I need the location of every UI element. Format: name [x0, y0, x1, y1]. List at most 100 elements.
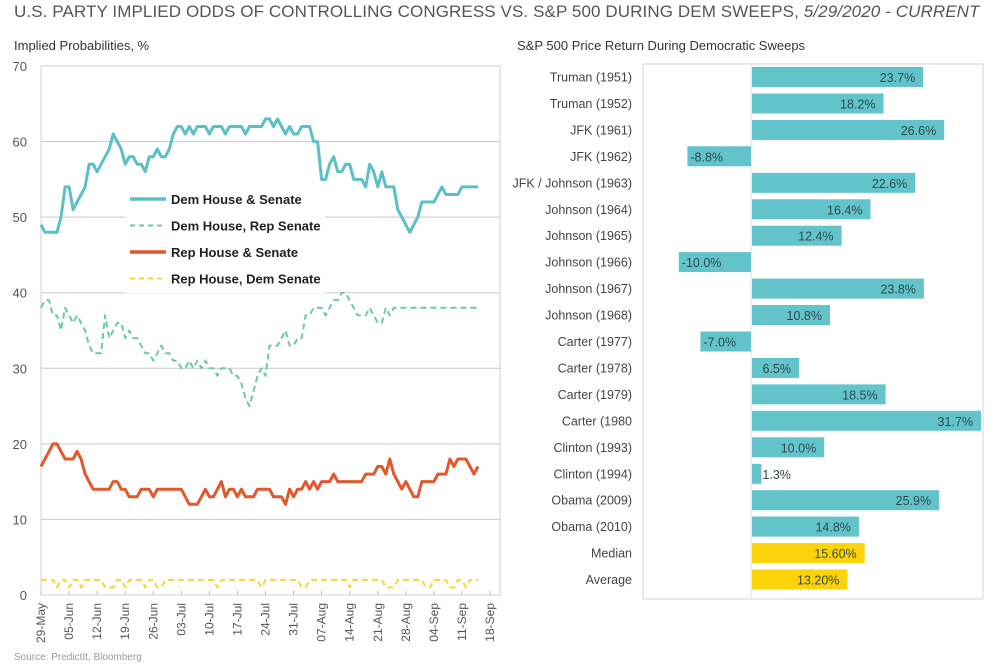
category-label: Carter (1977) — [558, 335, 632, 349]
x-tick-label: 18-Sep — [483, 603, 497, 642]
category-label: Carter (1980 — [562, 414, 632, 428]
category-label: Truman (1952) — [550, 97, 632, 111]
bar-data-label: -7.0% — [703, 336, 736, 350]
x-tick-label: 24-Jul — [259, 603, 273, 636]
category-label: Median — [591, 547, 632, 561]
legend-label: Dem House, Rep Senate — [171, 219, 321, 234]
plot-frame — [40, 65, 501, 596]
x-tick-label: 14-Aug — [343, 603, 357, 642]
bar-data-label: 10.8% — [787, 309, 822, 323]
title-main: U.S. PARTY IMPLIED ODDS OF CONTROLLING C… — [14, 2, 799, 21]
y-tick-label: 0 — [20, 588, 27, 603]
category-label: Johnson (1968) — [545, 309, 632, 323]
bar — [752, 119, 945, 140]
x-tick-label: 28-Aug — [399, 603, 413, 642]
category-label: Clinton (1993) — [553, 441, 632, 455]
bar — [752, 199, 871, 220]
bar — [752, 543, 865, 564]
series-line-rep-house-dem-senate — [41, 578, 478, 589]
series-line-dem-house-rep-senate — [40, 291, 478, 408]
bar-data-label: 22.6% — [872, 177, 907, 191]
x-tick-label: 11-Sep — [455, 603, 469, 641]
bar — [752, 305, 830, 325]
bar-data-label: 16.4% — [827, 203, 862, 217]
category-label: Clinton (1994) — [553, 467, 632, 481]
bar-data-label: 23.7% — [880, 71, 915, 85]
x-tick-label: 03-Jul — [174, 603, 188, 636]
category-label: JFK / Johnson (1963) — [512, 176, 632, 190]
bar — [752, 437, 825, 458]
bar — [687, 146, 751, 167]
bar-data-label: 12.4% — [798, 230, 833, 244]
category-label: Obama (2010) — [551, 520, 632, 534]
legend-label: Dem House & Senate — [171, 192, 302, 207]
x-tick-label: 04-Sep — [427, 603, 441, 642]
source-note: Source: PredictIt, Bloomberg — [14, 652, 142, 663]
bar — [752, 278, 924, 299]
bar-data-label: -10.0% — [682, 256, 722, 270]
bar-data-label: -8.8% — [690, 150, 723, 164]
series-line-rep-house-senate — [39, 442, 480, 506]
bar-data-label: 31.7% — [938, 415, 973, 429]
bar — [752, 67, 924, 87]
bar — [700, 331, 751, 352]
category-label: Truman (1951) — [550, 71, 632, 85]
bar-data-label: 26.6% — [901, 124, 936, 138]
category-label: Obama (2009) — [551, 494, 632, 508]
bar — [752, 172, 916, 193]
bar-data-label: 6.5% — [763, 362, 792, 376]
x-tick-label: 05-Jun — [62, 603, 76, 640]
bar — [752, 93, 884, 114]
y-tick-label: 50 — [13, 210, 27, 225]
x-tick-label: 29-May — [34, 603, 48, 643]
line-chart-legend: Dem House & Senate Dem House, Rep Senate R… — [125, 183, 325, 293]
bar — [752, 516, 859, 537]
bar-data-label: 23.8% — [880, 283, 915, 297]
bar — [752, 569, 848, 590]
bar-chart-title: S&P 500 Price Return During Democratic S… — [517, 38, 806, 53]
legend-label: Rep House & Senate — [171, 245, 298, 260]
x-tick-label: 10-Jul — [202, 603, 216, 636]
line-chart-axes: 0 10 20 30 40 50 60 70 29-May 05-Jun 12-Jun 19-Jun 2… — [13, 59, 497, 643]
bar-data-label: 18.5% — [842, 388, 877, 402]
page-title: U.S. PARTY IMPLIED ODDS OF CONTROLLING C… — [14, 2, 980, 22]
legend-label: Rep House, Dem Senate — [171, 272, 321, 287]
category-label: Carter (1978) — [558, 361, 632, 375]
x-tick-label: 19-Jun — [118, 603, 132, 640]
y-tick-label: 70 — [13, 59, 27, 74]
bar-chart-bars: Truman (1951) 23.7% Truman (1952) 18.2% JFK … — [512, 67, 981, 590]
category-label: Average — [586, 573, 632, 587]
y-tick-label: 30 — [13, 361, 27, 376]
bar — [752, 410, 981, 431]
x-tick-label: 21-Aug — [371, 603, 385, 642]
y-tick-label: 60 — [13, 135, 27, 150]
category-label: JFK (1961) — [570, 123, 632, 137]
x-tick-label: 12-Jun — [90, 603, 104, 640]
x-tick-label: 26-Jun — [146, 603, 160, 640]
category-label: Carter (1979) — [558, 388, 632, 402]
bar — [752, 490, 940, 511]
bar-data-label: 14.8% — [815, 521, 850, 535]
bar — [752, 463, 762, 484]
line-chart-series — [39, 117, 480, 589]
bar-data-label: 25.9% — [896, 494, 931, 508]
x-tick-label: 17-Jul — [230, 603, 244, 636]
title-period: 5/29/2020 - CURRENT — [803, 2, 980, 21]
y-tick-label: 40 — [13, 286, 27, 301]
line-chart-title: Implied Probabilities, % — [14, 38, 150, 53]
category-label: JFK (1962) — [570, 150, 632, 164]
y-tick-label: 10 — [13, 512, 27, 527]
legend-background — [125, 183, 325, 293]
bar — [752, 225, 842, 246]
category-label: Johnson (1965) — [545, 229, 632, 243]
bar-data-label: 13.20% — [797, 574, 839, 588]
bar-plot-frame — [642, 63, 984, 600]
x-tick-label: 07-Aug — [315, 603, 329, 642]
category-label: Johnson (1967) — [545, 282, 632, 296]
bar-data-label: 15.60% — [814, 547, 856, 561]
bar — [678, 252, 751, 273]
bar-data-label: 1.3% — [762, 468, 791, 482]
bar-data-label: 18.2% — [840, 97, 875, 111]
series-line-dem-house-senate — [39, 117, 478, 234]
